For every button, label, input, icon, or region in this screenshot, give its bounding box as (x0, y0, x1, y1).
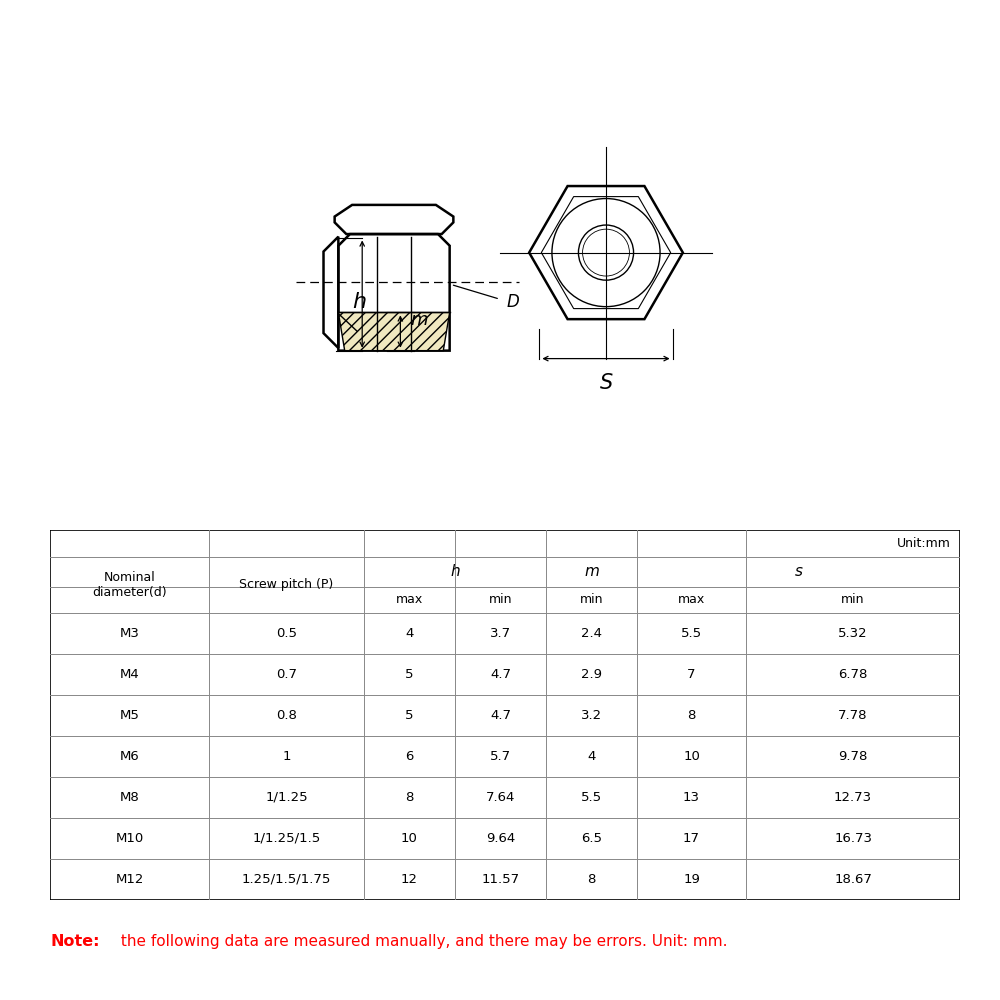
Text: M5: M5 (120, 709, 140, 722)
Text: m: m (410, 311, 428, 329)
Text: max: max (396, 593, 423, 606)
Text: 12: 12 (401, 873, 418, 886)
Text: M10: M10 (116, 832, 144, 845)
Text: 4.7: 4.7 (490, 709, 511, 722)
Text: 4.7: 4.7 (490, 668, 511, 681)
Text: 7.64: 7.64 (486, 791, 515, 804)
Text: M3: M3 (120, 627, 140, 640)
Text: 0.5: 0.5 (276, 627, 297, 640)
Text: Nominal
diameter(d): Nominal diameter(d) (92, 571, 167, 599)
Text: S: S (599, 373, 613, 393)
Text: 13: 13 (683, 791, 700, 804)
Text: 7.78: 7.78 (838, 709, 868, 722)
Text: 5.5: 5.5 (681, 627, 702, 640)
Text: 0.7: 0.7 (276, 668, 297, 681)
Text: 9.78: 9.78 (838, 750, 868, 763)
Text: 2.4: 2.4 (581, 627, 602, 640)
Text: 1.25/1.5/1.75: 1.25/1.5/1.75 (242, 873, 331, 886)
Text: 3.2: 3.2 (581, 709, 602, 722)
Text: 16.73: 16.73 (834, 832, 872, 845)
Text: 3.7: 3.7 (490, 627, 511, 640)
Text: 1: 1 (282, 750, 291, 763)
Text: 4: 4 (587, 750, 596, 763)
Text: 6: 6 (405, 750, 414, 763)
Text: 5.5: 5.5 (581, 791, 602, 804)
Text: 9.64: 9.64 (486, 832, 515, 845)
Text: h: h (450, 564, 460, 579)
Text: M12: M12 (115, 873, 144, 886)
Text: min: min (580, 593, 603, 606)
Text: s: s (794, 564, 802, 579)
Text: 11.57: 11.57 (481, 873, 520, 886)
Text: 5.32: 5.32 (838, 627, 868, 640)
Text: 8: 8 (587, 873, 596, 886)
Text: Note:: Note: (50, 934, 100, 949)
Text: min: min (841, 593, 865, 606)
Text: M4: M4 (120, 668, 140, 681)
Text: h: h (352, 292, 367, 312)
Text: M8: M8 (120, 791, 140, 804)
Text: the following data are measured manually, and there may be errors. Unit: mm.: the following data are measured manually… (116, 934, 728, 949)
Text: Screw pitch (P): Screw pitch (P) (239, 578, 334, 591)
Text: 6.78: 6.78 (838, 668, 868, 681)
Text: 5.7: 5.7 (490, 750, 511, 763)
Text: M6: M6 (120, 750, 140, 763)
Text: min: min (489, 593, 512, 606)
Text: 5: 5 (405, 668, 414, 681)
Polygon shape (338, 312, 450, 351)
Text: 17: 17 (683, 832, 700, 845)
Text: max: max (678, 593, 705, 606)
Text: 18.67: 18.67 (834, 873, 872, 886)
Text: 6.5: 6.5 (581, 832, 602, 845)
Text: D: D (507, 293, 520, 311)
Text: 19: 19 (683, 873, 700, 886)
Text: 1/1.25: 1/1.25 (265, 791, 308, 804)
Text: 2.9: 2.9 (581, 668, 602, 681)
Text: 5: 5 (405, 709, 414, 722)
Text: 7: 7 (687, 668, 696, 681)
Text: Unit:mm: Unit:mm (897, 537, 951, 550)
Text: 4: 4 (405, 627, 414, 640)
Text: 10: 10 (401, 832, 418, 845)
Text: 8: 8 (687, 709, 696, 722)
Text: 8: 8 (405, 791, 414, 804)
Text: 0.8: 0.8 (276, 709, 297, 722)
Text: m: m (584, 564, 599, 579)
Text: 10: 10 (683, 750, 700, 763)
Text: 12.73: 12.73 (834, 791, 872, 804)
Text: 1/1.25/1.5: 1/1.25/1.5 (252, 832, 321, 845)
